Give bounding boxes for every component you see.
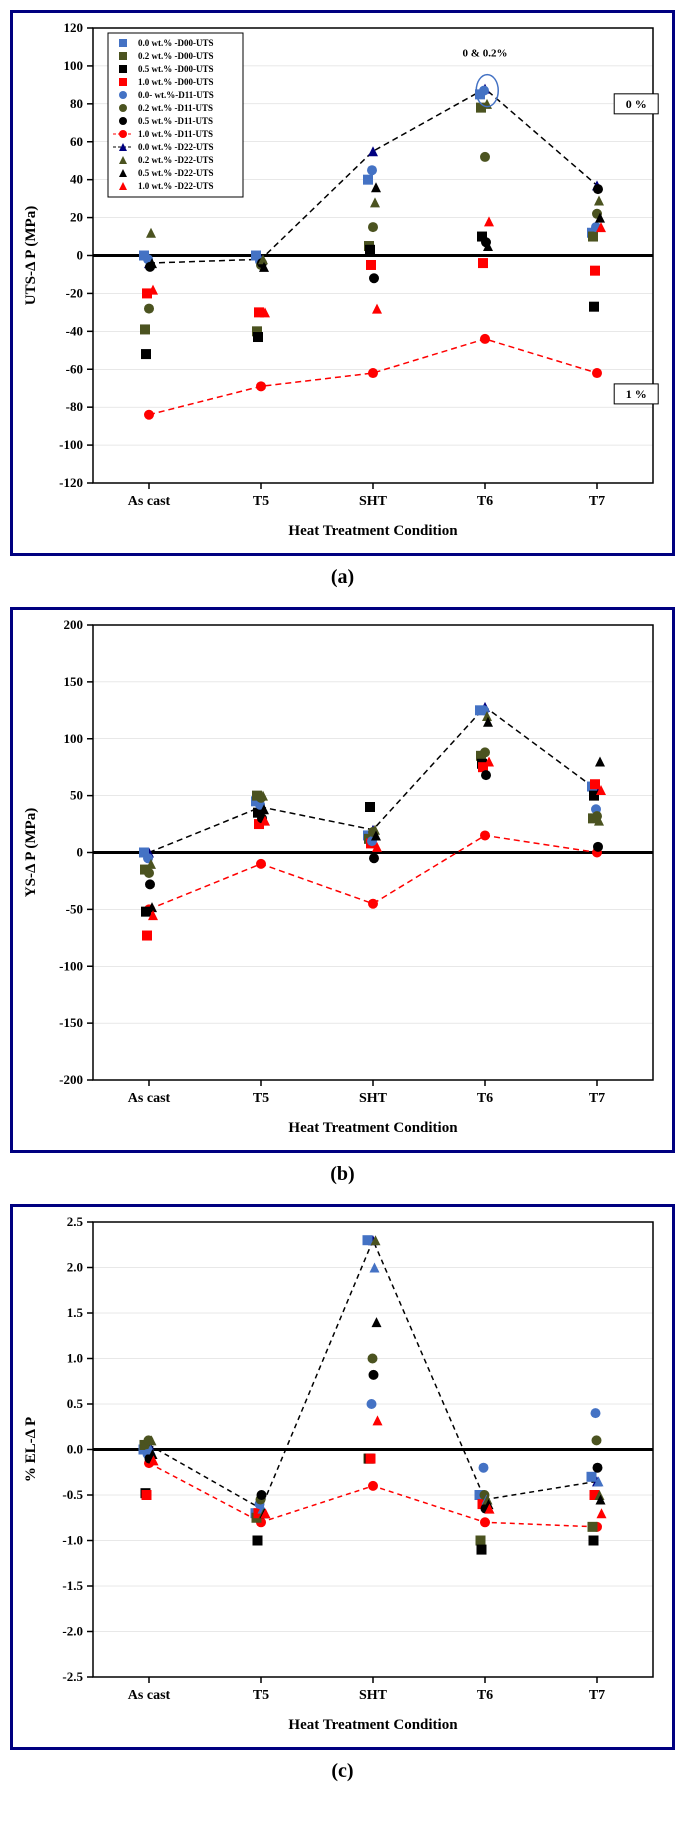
annotation-text: 0 & 0.2%: [463, 47, 508, 59]
ytick-label: -200: [59, 1072, 83, 1087]
legend-item-label: 1.0 wt.% -D22-UTS: [138, 181, 214, 191]
ytick-label: 2.5: [67, 1214, 84, 1229]
ytick-label: 0: [77, 845, 84, 860]
category-label: T5: [253, 1091, 269, 1106]
legend-item-label: 0.2 wt.% -D00-UTS: [138, 51, 214, 61]
ytick-label: -150: [59, 1015, 83, 1030]
ytick-label: -120: [59, 475, 83, 490]
ytick-label: 50: [70, 788, 83, 803]
category-label: T6: [477, 494, 493, 509]
ytick-label: 100: [64, 731, 84, 746]
ytick-label: -50: [66, 901, 83, 916]
ytick-label: -60: [66, 361, 83, 376]
ytick-label: 40: [70, 172, 83, 187]
legend-item-label: 1.0 wt.% -D11-UTS: [138, 129, 213, 139]
ytick-label: -2.0: [62, 1624, 83, 1639]
x-axis-label: Heat Treatment Condition: [288, 523, 458, 539]
legend-item-label: 0.0- wt.%-D11-UTS: [138, 90, 214, 100]
legend: 0.0 wt.% -D00-UTS 0.2 wt.% -D00-UTS 0.5 wt…: [108, 33, 243, 197]
ytick-label: 80: [70, 96, 83, 111]
legend-item-label: 0.5 wt.% -D11-UTS: [138, 116, 213, 126]
ytick-label: 100: [64, 58, 84, 73]
charts-root: -120-100-80-60-40-20020406080100120As ca…: [10, 10, 675, 1783]
ytick-label: 0: [77, 248, 84, 263]
ytick-label: 200: [64, 617, 84, 632]
category-label: T6: [477, 1688, 493, 1703]
category-label: SHT: [359, 494, 388, 509]
chart-c-caption: (c): [10, 1760, 675, 1783]
category-label: As cast: [128, 494, 171, 509]
chart-a-svg: -120 -100 -80 -60 -40 -20 0 20 40 60 80 100 120 As ca…: [13, 13, 678, 553]
category-label: SHT: [359, 1688, 388, 1703]
legend-item-label: 0.5 wt.% -D22-UTS: [138, 168, 214, 178]
ytick-label: -1.0: [62, 1533, 83, 1548]
category-label: As cast: [128, 1091, 171, 1106]
y-axis-label: % EL-Δ P: [23, 1417, 39, 1482]
category-label: T7: [589, 1091, 605, 1106]
category-label: T7: [589, 1688, 605, 1703]
chart-a-container: -120 -100 -80 -60 -40 -20 0 20 40 60 80 100 120 As ca…: [10, 10, 675, 556]
ytick-label: -20: [66, 285, 83, 300]
ytick-label: -100: [59, 437, 83, 452]
category-label: SHT: [359, 1091, 388, 1106]
y-axis-label: YS-Δ P (MPa): [23, 808, 39, 897]
chart-c-container: -2.5 -2.0 -1.5 -1.0 -0.5 0.0 0.5 1.0 1.5 2.0 2.5 As…: [10, 1204, 675, 1750]
ytick-label: -100: [59, 958, 83, 973]
legend-item-label: 0.2 wt.% -D22-UTS: [138, 155, 214, 165]
ytick-label: 0.5: [67, 1396, 84, 1411]
ytick-label: 1.5: [67, 1305, 84, 1320]
ytick-label: 150: [64, 674, 84, 689]
annotation-box: 1 %: [626, 387, 647, 401]
ytick-label: -40: [66, 323, 83, 338]
ytick-label: -2.5: [62, 1669, 83, 1684]
chart-b-caption: (b): [10, 1163, 675, 1186]
x-axis-label: Heat Treatment Condition: [288, 1717, 458, 1733]
chart-b-svg: -200 -150 -100 -50 0 50 100 150 200 As cast T5 SHT T…: [13, 610, 678, 1150]
legend-item-label: 0.0 wt.% -D00-UTS: [138, 38, 214, 48]
ytick-label: 1.0: [67, 1351, 83, 1366]
ytick-label: -0.5: [62, 1487, 83, 1502]
category-label: As cast: [128, 1688, 171, 1703]
x-axis-label: Heat Treatment Condition: [288, 1120, 458, 1136]
category-label: T5: [253, 1688, 269, 1703]
ytick-label: 20: [70, 210, 83, 225]
category-label: T5: [253, 494, 269, 509]
chart-c-svg: -2.5 -2.0 -1.5 -1.0 -0.5 0.0 0.5 1.0 1.5 2.0 2.5 As…: [13, 1207, 678, 1747]
ytick-label: 0.0: [67, 1442, 83, 1457]
legend-item-label: 0.5 wt.% -D00-UTS: [138, 64, 214, 74]
ytick-label: -1.5: [62, 1578, 83, 1593]
chart-b-container: -200 -150 -100 -50 0 50 100 150 200 As cast T5 SHT T…: [10, 607, 675, 1153]
ytick-label: -80: [66, 399, 83, 414]
legend-item-label: 0.2 wt.% -D11-UTS: [138, 103, 213, 113]
ytick-label: 2.0: [67, 1260, 83, 1275]
chart-a-caption: (a): [10, 566, 675, 589]
ytick-label: 60: [70, 134, 83, 149]
category-label: T6: [477, 1091, 493, 1106]
legend-item-label: 0.0 wt.% -D22-UTS: [138, 142, 214, 152]
category-label: T7: [589, 494, 605, 509]
y-axis-label: UTS-Δ P (MPa): [23, 206, 39, 305]
annotation-box: 0 %: [626, 97, 647, 111]
legend-item-label: 1.0 wt.% -D00-UTS: [138, 77, 214, 87]
ytick-label: 120: [64, 20, 84, 35]
